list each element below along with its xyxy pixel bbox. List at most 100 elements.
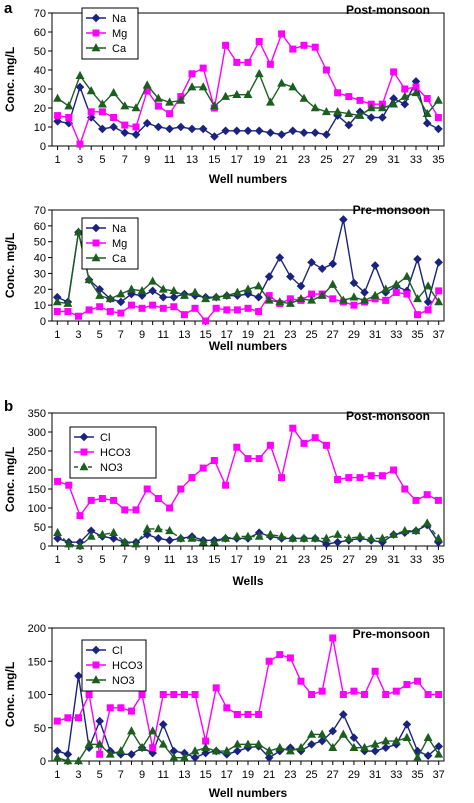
data-point: [106, 704, 114, 712]
data-point: [223, 704, 231, 712]
data-point: [254, 739, 264, 748]
y-tick-label: 10: [34, 122, 46, 134]
data-point: [110, 496, 118, 504]
x-tick-label: 33: [410, 154, 422, 166]
y-tick-label: 40: [34, 65, 46, 77]
x-tick-label: 27: [327, 329, 339, 341]
chart-title: Pre-monsoon: [353, 203, 430, 217]
data-point: [158, 739, 168, 748]
y-tick-label: 150: [28, 656, 46, 668]
data-point: [434, 496, 442, 504]
data-point: [154, 534, 163, 543]
data-point: [137, 286, 147, 295]
data-point: [299, 128, 309, 138]
x-tick-label: 35: [432, 554, 444, 566]
data-point: [328, 259, 338, 269]
data-point: [414, 311, 422, 319]
data-point: [329, 634, 337, 642]
y-tick-label: 300: [28, 427, 46, 439]
data-point: [423, 95, 431, 102]
data-point: [338, 729, 348, 738]
data-point: [53, 93, 63, 102]
legend-marker: [92, 29, 100, 37]
legend-label: HCO3: [100, 447, 131, 459]
data-point: [403, 681, 411, 689]
x-tick-label: 23: [298, 154, 310, 166]
data-point: [275, 297, 285, 306]
data-point: [232, 89, 242, 98]
y-tick-label: 30: [34, 84, 46, 96]
data-point: [254, 531, 264, 540]
x-tick-label: 31: [387, 554, 399, 566]
legend-marker: [92, 661, 100, 669]
data-point: [328, 726, 338, 736]
data-point: [244, 58, 252, 66]
x-tick-label: 5: [97, 769, 103, 781]
data-point: [97, 529, 107, 538]
data-point: [285, 298, 295, 307]
data-point: [74, 312, 82, 320]
x-tick-label: 31: [369, 769, 381, 781]
data-point: [201, 748, 210, 758]
x-tick-label: 27: [327, 769, 339, 781]
data-point: [149, 744, 157, 752]
data-point: [127, 707, 135, 715]
data-point: [360, 295, 369, 304]
data-point: [321, 106, 331, 116]
data-point: [370, 746, 380, 756]
data-point: [435, 691, 443, 698]
legend-label: Cl: [100, 432, 110, 444]
data-point: [307, 729, 317, 738]
data-point: [131, 539, 141, 548]
data-point: [149, 301, 157, 309]
x-tick-label: 19: [242, 329, 254, 341]
data-point: [74, 714, 82, 722]
data-point: [289, 424, 297, 432]
x-axis-label: Well numbers: [209, 172, 288, 186]
x-tick-label: 3: [77, 154, 83, 166]
data-point: [131, 103, 141, 112]
legend-label: Mg: [112, 28, 127, 40]
data-point: [328, 279, 338, 288]
data-point: [338, 295, 348, 304]
data-point: [288, 126, 298, 136]
y-tick-label: 0: [40, 316, 46, 328]
data-point: [106, 307, 114, 315]
data-point: [265, 97, 275, 106]
data-point: [169, 752, 179, 761]
data-point: [265, 657, 273, 665]
data-point: [285, 746, 295, 755]
data-point: [165, 525, 175, 535]
data-point: [345, 93, 353, 101]
data-point: [209, 537, 219, 546]
data-point: [159, 304, 167, 312]
data-point: [349, 278, 359, 288]
data-point: [424, 306, 432, 314]
x-tick-label: 7: [118, 769, 124, 781]
data-point: [254, 292, 263, 302]
x-tick-label: 21: [263, 769, 275, 781]
data-point: [187, 533, 197, 542]
data-point: [202, 317, 210, 325]
legend-label: HCO3: [112, 660, 143, 672]
data-point: [296, 281, 306, 291]
data-point: [142, 530, 152, 539]
x-tick-label: 17: [221, 769, 233, 781]
data-point: [367, 472, 375, 480]
data-point: [53, 307, 61, 315]
x-tick-label: 13: [178, 769, 190, 781]
data-point: [413, 254, 422, 264]
data-point: [356, 96, 364, 104]
data-point: [322, 130, 331, 139]
data-point: [148, 748, 157, 758]
data-point: [165, 97, 175, 106]
x-tick-label: 31: [369, 329, 381, 341]
data-point: [366, 103, 376, 112]
x-tick-label: 35: [411, 769, 423, 781]
data-point: [400, 91, 410, 100]
data-point: [349, 292, 359, 301]
data-point: [87, 496, 95, 504]
data-point: [87, 108, 95, 116]
data-point: [169, 286, 179, 295]
data-point: [53, 527, 63, 536]
